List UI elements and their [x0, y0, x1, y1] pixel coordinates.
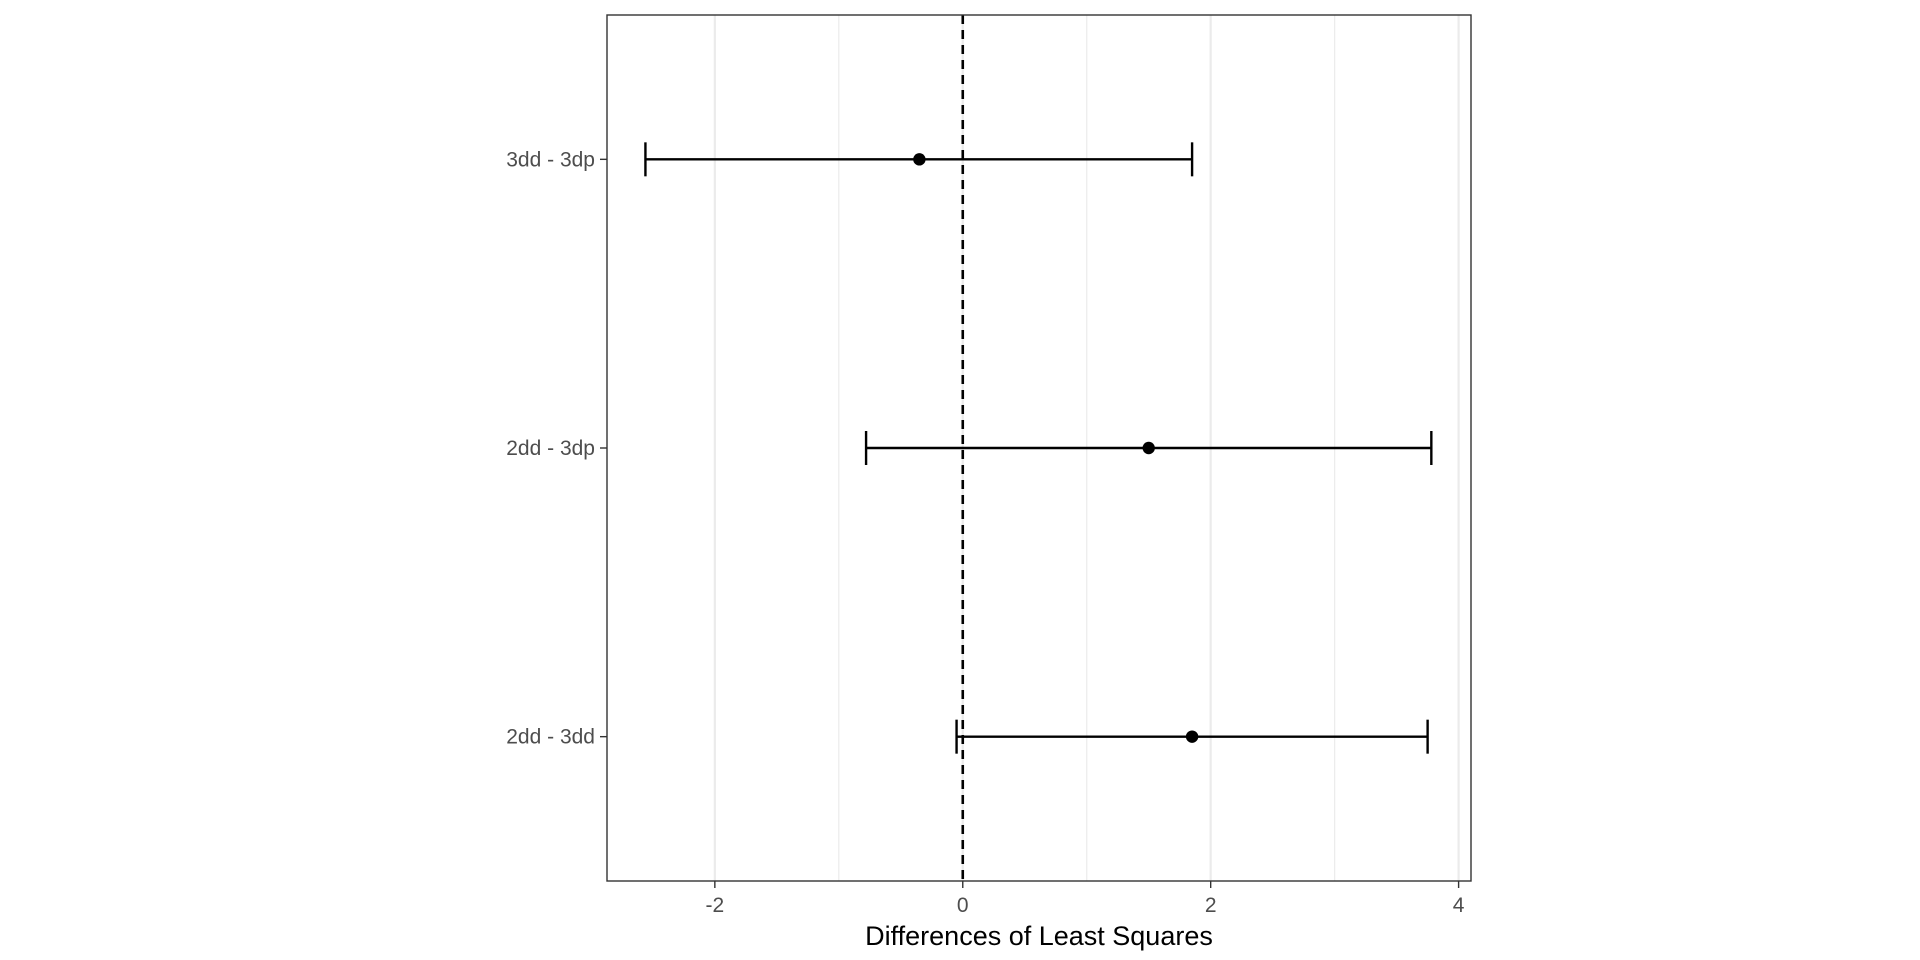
y-tick-label: 3dd - 3dp: [506, 148, 595, 171]
x-tick-label: 4: [1453, 894, 1465, 917]
y-tick-label: 2dd - 3dd: [506, 726, 595, 749]
point-estimate: [913, 153, 926, 166]
y-axis: 3dd - 3dp 2dd - 3dp 2dd - 3dd: [506, 148, 607, 749]
x-tick-label: 2: [1205, 894, 1217, 917]
point-estimate: [1185, 730, 1199, 743]
x-axis-title: Differences of Least Squares: [865, 921, 1213, 951]
x-tick-label: 0: [957, 894, 969, 917]
x-axis: -2 0 2 4: [706, 881, 1465, 917]
y-tick-label: 2dd - 3dp: [506, 437, 595, 460]
point-estimates: [913, 153, 1199, 743]
point-estimate: [1142, 441, 1155, 455]
x-tick-label: -2: [706, 894, 725, 917]
